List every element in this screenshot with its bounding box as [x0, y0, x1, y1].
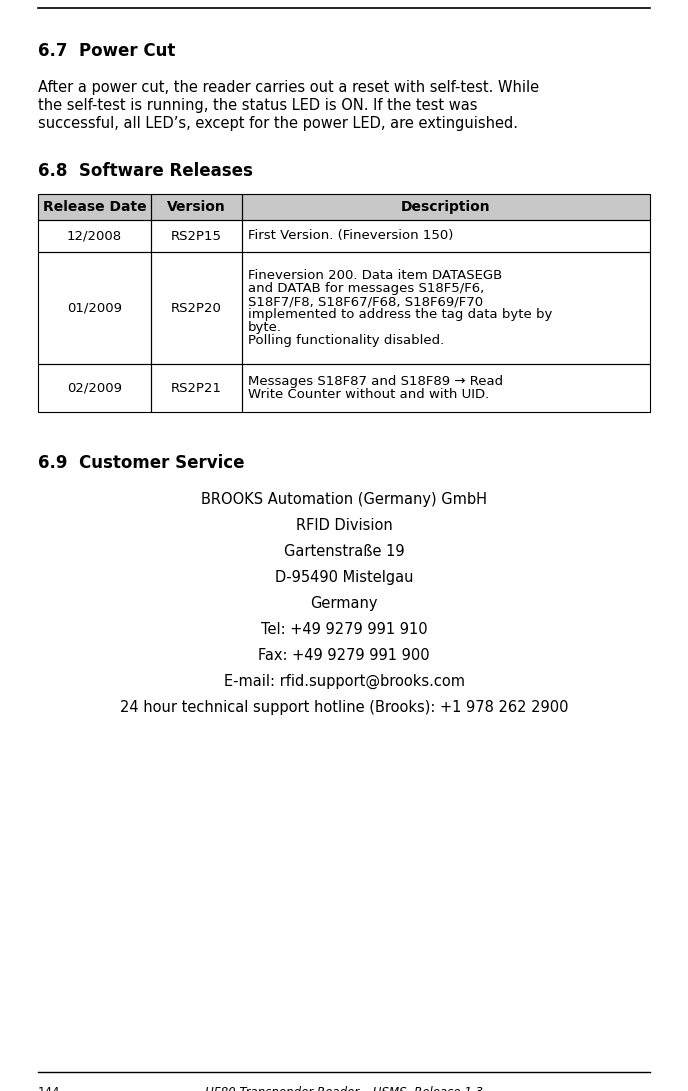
Text: Fax: +49 9279 991 900: Fax: +49 9279 991 900	[258, 648, 430, 663]
Text: Version: Version	[167, 200, 226, 214]
Text: 6.9  Customer Service: 6.9 Customer Service	[38, 454, 244, 472]
Bar	[38, 252, 151, 364]
Bar	[241, 220, 650, 252]
Text: 02/2009: 02/2009	[67, 382, 122, 395]
Bar	[241, 252, 650, 364]
Text: After a power cut, the reader carries out a reset with self-test. While: After a power cut, the reader carries ou…	[38, 80, 539, 95]
Bar	[151, 194, 241, 220]
Text: RS2P15: RS2P15	[171, 229, 222, 242]
Text: Germany: Germany	[310, 596, 378, 611]
Bar	[151, 252, 241, 364]
Bar	[38, 194, 151, 220]
Text: Tel: +49 9279 991 910: Tel: +49 9279 991 910	[261, 622, 427, 637]
Text: Release Date: Release Date	[43, 200, 147, 214]
Text: D-95490 Mistelgau: D-95490 Mistelgau	[275, 570, 413, 585]
Text: Fineversion 200. Data item DATASEGB: Fineversion 200. Data item DATASEGB	[248, 269, 502, 283]
Text: byte.: byte.	[248, 321, 282, 334]
Bar	[241, 364, 650, 412]
Bar	[241, 194, 650, 220]
Bar	[38, 364, 151, 412]
Bar	[151, 194, 241, 220]
Text: HF80 Transponder Reader – HSMS, Release 1.3: HF80 Transponder Reader – HSMS, Release …	[205, 1086, 483, 1091]
Text: E-mail: rfid.support@brooks.com: E-mail: rfid.support@brooks.com	[224, 674, 464, 690]
Text: First Version. (Fineversion 150): First Version. (Fineversion 150)	[248, 229, 453, 242]
Text: 24 hour technical support hotline (Brooks): +1 978 262 2900: 24 hour technical support hotline (Brook…	[120, 700, 568, 715]
Text: 12/2008: 12/2008	[67, 229, 122, 242]
Text: 6.8  Software Releases: 6.8 Software Releases	[38, 161, 253, 180]
Text: BROOKS Automation (Germany) GmbH: BROOKS Automation (Germany) GmbH	[201, 492, 487, 507]
Bar	[151, 220, 241, 252]
Text: and DATAB for messages S18F5/F6,: and DATAB for messages S18F5/F6,	[248, 283, 484, 296]
Text: RS2P20: RS2P20	[171, 301, 222, 314]
Text: Gartenstraße 19: Gartenstraße 19	[283, 544, 405, 559]
Text: Description: Description	[401, 200, 491, 214]
Bar	[38, 194, 151, 220]
Text: S18F7/F8, S18F67/F68, S18F69/F70: S18F7/F8, S18F67/F68, S18F69/F70	[248, 295, 483, 308]
Text: RS2P21: RS2P21	[171, 382, 222, 395]
Bar	[241, 194, 650, 220]
Text: successful, all LED’s, except for the power LED, are extinguished.: successful, all LED’s, except for the po…	[38, 116, 518, 131]
Text: Write Counter without and with UID.: Write Counter without and with UID.	[248, 388, 489, 400]
Text: implemented to address the tag data byte by: implemented to address the tag data byte…	[248, 308, 552, 321]
Text: 6.7  Power Cut: 6.7 Power Cut	[38, 41, 175, 60]
Bar	[38, 220, 151, 252]
Text: Polling functionality disabled.: Polling functionality disabled.	[248, 334, 444, 347]
Text: the self-test is running, the status LED is ON. If the test was: the self-test is running, the status LED…	[38, 98, 477, 113]
Text: 01/2009: 01/2009	[67, 301, 122, 314]
Text: 144: 144	[38, 1086, 61, 1091]
Text: RFID Division: RFID Division	[296, 518, 392, 533]
Text: Messages S18F87 and S18F89 → Read: Messages S18F87 and S18F89 → Read	[248, 375, 503, 388]
Bar	[151, 364, 241, 412]
